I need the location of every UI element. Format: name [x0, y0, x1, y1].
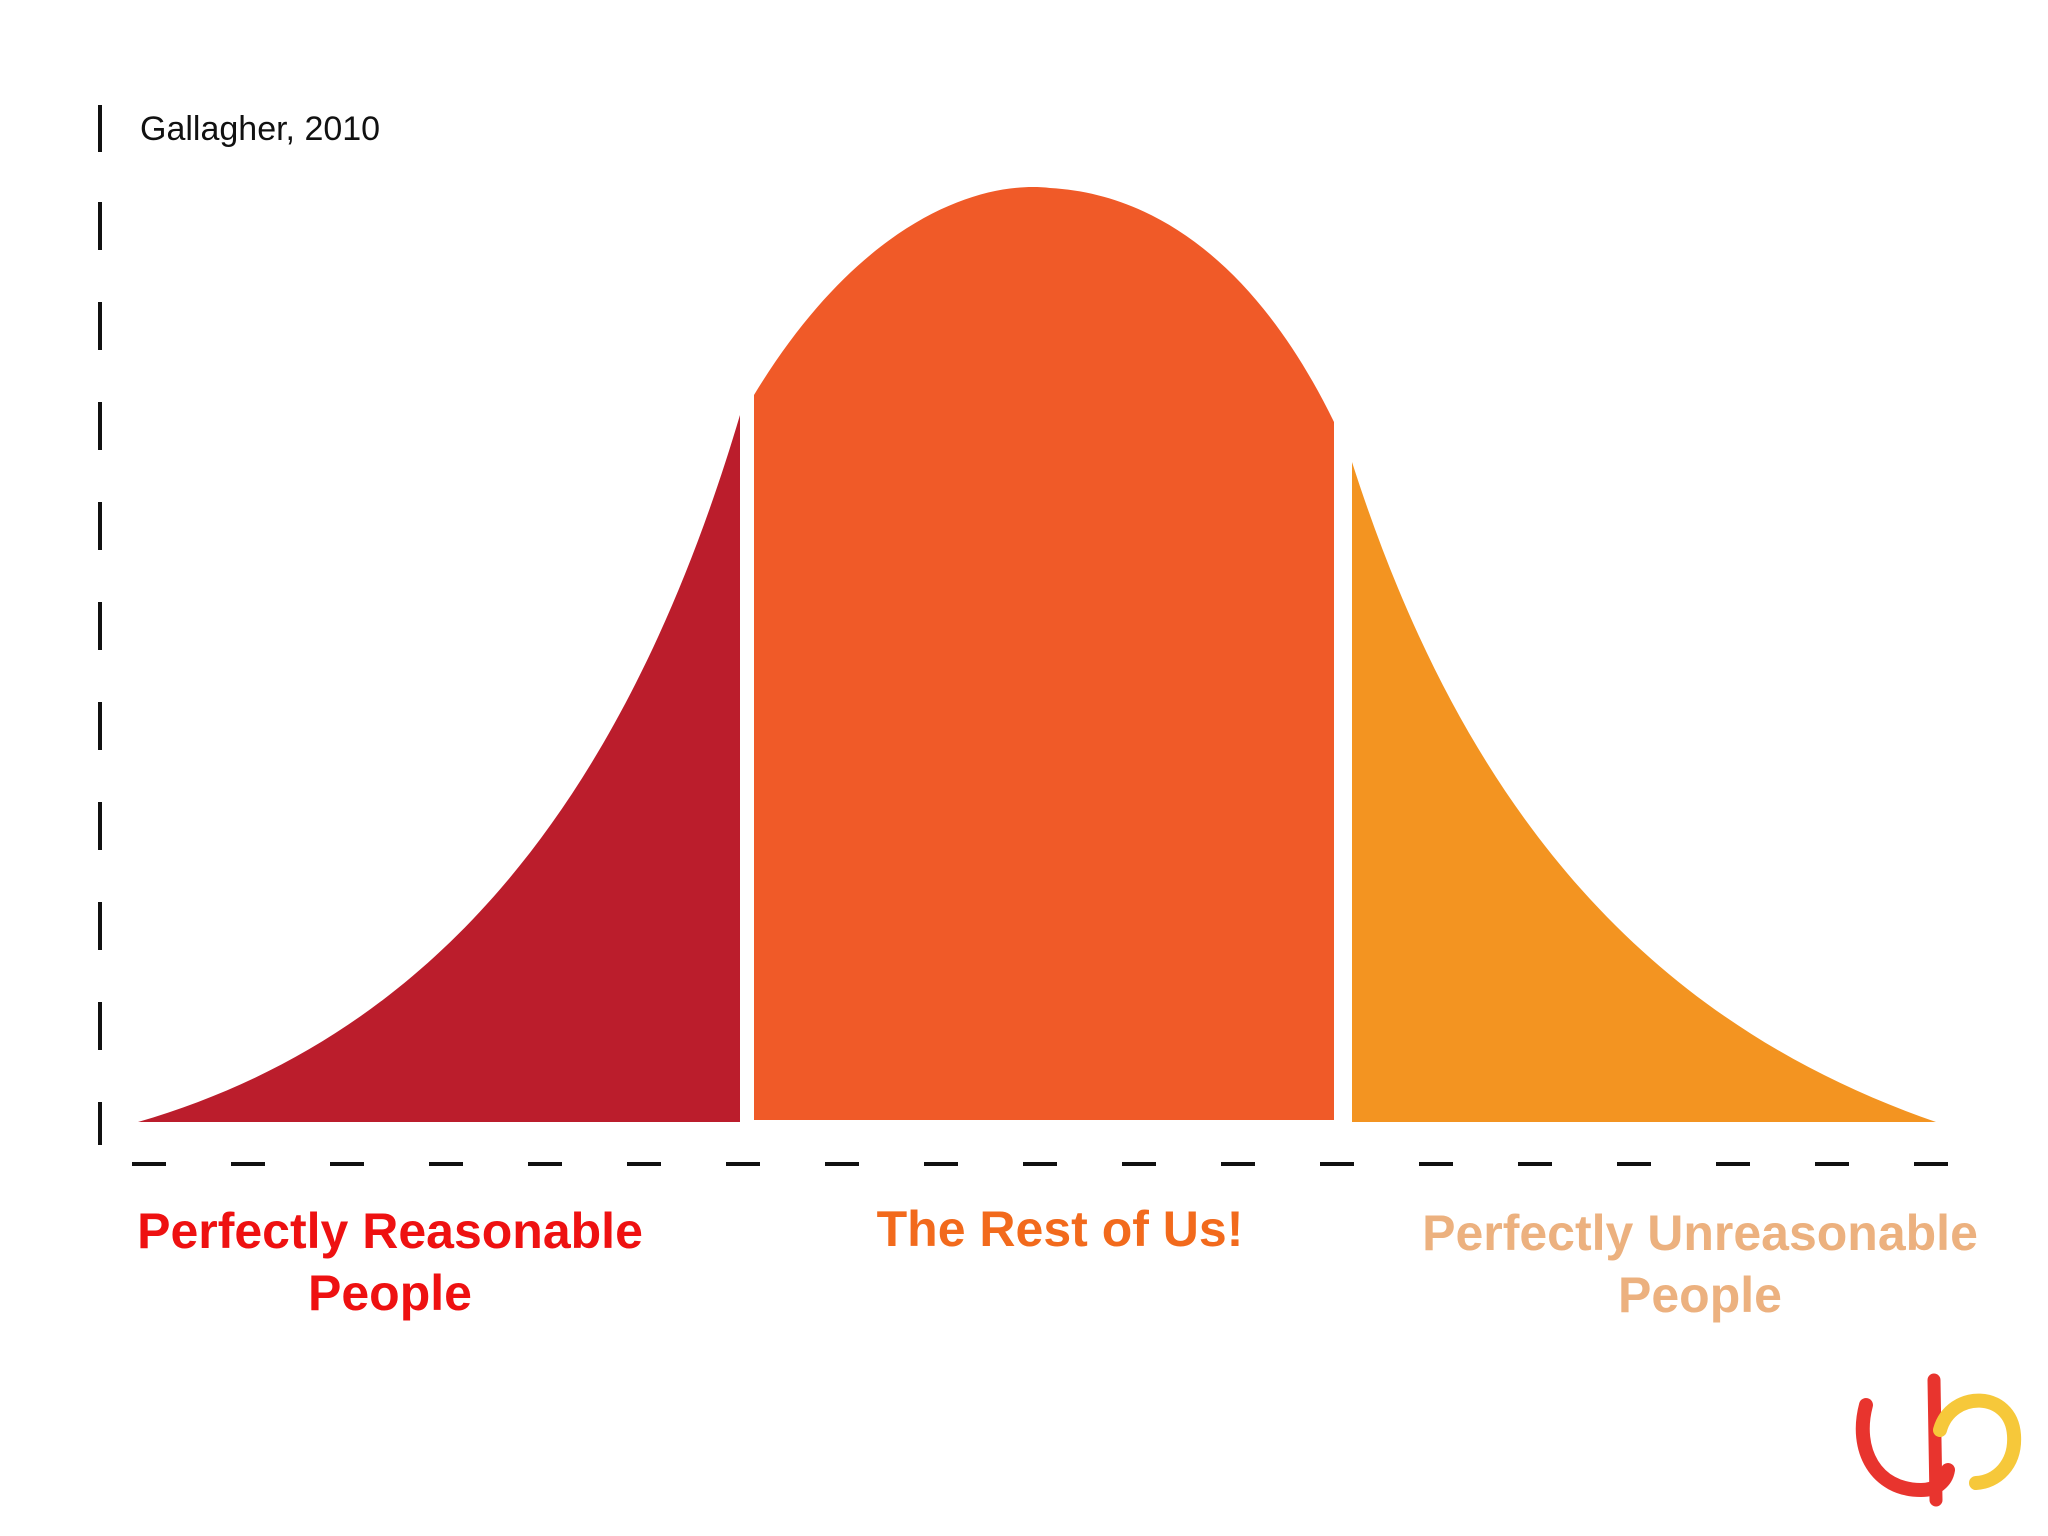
- label-rest-of-us: The Rest of Us!: [760, 1198, 1360, 1260]
- label-line-1: Perfectly Unreasonable: [1422, 1205, 1978, 1261]
- label-line-1: The Rest of Us!: [876, 1201, 1244, 1257]
- logo-yellow-arc: [1933, 1393, 2022, 1490]
- segment-right-tail: [1352, 462, 1936, 1122]
- segment-left-tail: [138, 415, 740, 1122]
- label-perfectly-unreasonable: Perfectly Unreasonable People: [1390, 1202, 2010, 1326]
- logo-red-arc: [1855, 1398, 1955, 1498]
- segment-middle-body: [754, 187, 1334, 1120]
- label-line-1: Perfectly Reasonable: [137, 1203, 643, 1259]
- citation-text: Gallagher, 2010: [140, 110, 381, 148]
- label-line-2: People: [1618, 1267, 1782, 1323]
- label-line-2: People: [308, 1265, 472, 1321]
- brand-logo-icon: [1855, 1373, 2022, 1507]
- logo-stem: [1927, 1373, 1943, 1507]
- label-perfectly-reasonable: Perfectly Reasonable People: [90, 1200, 690, 1324]
